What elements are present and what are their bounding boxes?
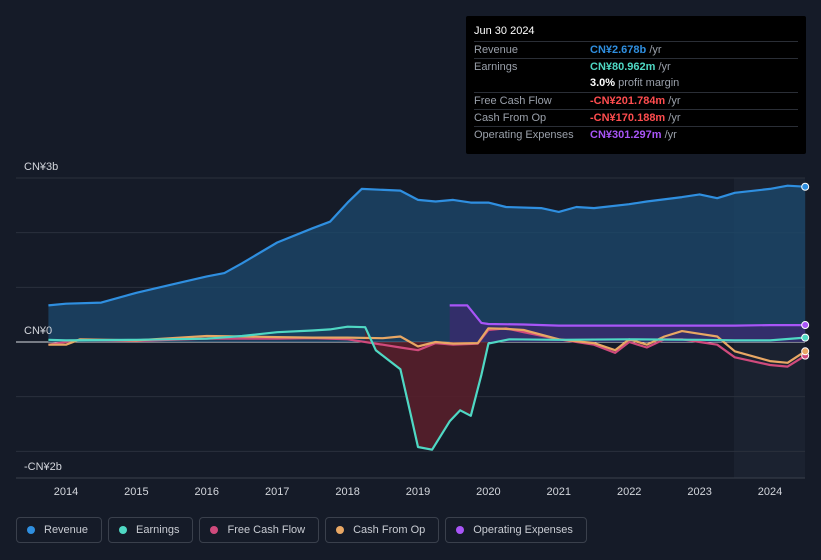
x-tick-label: 2017 [265,486,289,498]
legend-label: Free Cash Flow [227,524,306,536]
tooltip-label: Earnings [474,61,518,73]
x-tick-label: 2018 [335,486,359,498]
tooltip-label: Revenue [474,44,519,56]
y-tick-label-top: CN¥3b [24,161,58,173]
x-tick-label: 2016 [195,486,219,498]
free-cash-flow-dot-icon [210,526,219,534]
legend-label: Operating Expenses [473,524,573,536]
operating-expenses-dot-icon [456,526,465,534]
legend-label: Revenue [44,524,89,536]
tooltip-unit: /yr [649,44,662,56]
tooltip-value: CN¥80.962m [590,61,656,73]
tooltip-row-operating-expenses: Operating Expenses CN¥301.297m /yr [474,126,798,144]
x-tick-label: 2023 [687,486,711,498]
tooltip-panel: Jun 30 2024 Revenue CN¥2.678b /yr Earnin… [466,16,806,154]
tooltip-unit: /yr [664,129,677,141]
x-tick-label: 2020 [476,486,500,498]
x-tick-label: 2024 [758,486,782,498]
tooltip-label: Operating Expenses [474,129,574,141]
series-lines [48,184,806,451]
operating-expenses-endpoint [801,321,810,330]
revenue-dot-icon [27,526,35,534]
x-tick-label: 2015 [124,486,148,498]
cash-from-op-dot-icon [336,526,345,534]
tooltip-row-free-cash-flow: Free Cash Flow -CN¥201.784m /yr [474,92,798,110]
x-tick-label: 2019 [406,486,430,498]
legend-label: Earnings [136,524,180,536]
x-tick-label: 2022 [617,486,641,498]
earnings-line [48,325,806,451]
tooltip-value: CN¥2.678b [590,44,647,56]
tooltip-row-revenue: Revenue CN¥2.678b /yr [474,41,798,59]
tooltip-value: 3.0% [590,77,616,89]
legend-item-operating-expenses[interactable]: Operating Expenses [445,517,587,543]
tooltip-label: Free Cash Flow [474,95,552,107]
tooltip-value: -CN¥170.188m [590,112,666,124]
legend: Revenue Earnings Free Cash Flow Cash Fro… [16,517,587,545]
tooltip-row-cash-from-op: Cash From Op -CN¥170.188m /yr [474,109,798,127]
x-axis-ticks: 2014 2015 2016 2017 2018 2019 2020 2021 2022 2023… [54,486,782,498]
revenue-endpoint [801,182,810,191]
y-tick-label-zero: CN¥0 [24,325,52,337]
earnings-dot-icon [119,526,128,534]
earnings-endpoint [801,333,810,342]
earnings-negative-area [365,327,489,450]
revenue-line [48,184,806,307]
tooltip-row-earnings: Earnings CN¥80.962m /yr [474,58,798,76]
series-endpoints [801,182,810,360]
tooltip-unit: /yr [668,95,681,107]
tooltip-row-profit-margin: 3.0% profit margin [474,75,798,92]
legend-item-earnings[interactable]: Earnings [108,517,194,543]
operating-expenses-line [449,304,806,327]
tooltip-value: CN¥301.297m [590,129,662,141]
x-tick-label: 2021 [547,486,571,498]
tooltip-label: Cash From Op [474,112,547,124]
legend-item-cash-from-op[interactable]: Cash From Op [325,517,440,543]
revenue-area [48,185,806,342]
tooltip-value: -CN¥201.784m [590,95,666,107]
series-areas [48,185,806,450]
y-tick-label-bottom: -CN¥2b [24,461,62,473]
legend-item-free-cash-flow[interactable]: Free Cash Flow [199,517,320,543]
tooltip-unit: /yr [668,112,681,124]
tooltip-unit: /yr [658,61,671,73]
legend-label: Cash From Op [353,524,426,536]
tooltip-unit: profit margin [618,77,680,89]
tooltip-date: Jun 30 2024 [474,25,535,37]
cash-from-op-endpoint [801,347,810,356]
x-tick-label: 2014 [54,486,78,498]
legend-item-revenue[interactable]: Revenue [16,517,103,543]
